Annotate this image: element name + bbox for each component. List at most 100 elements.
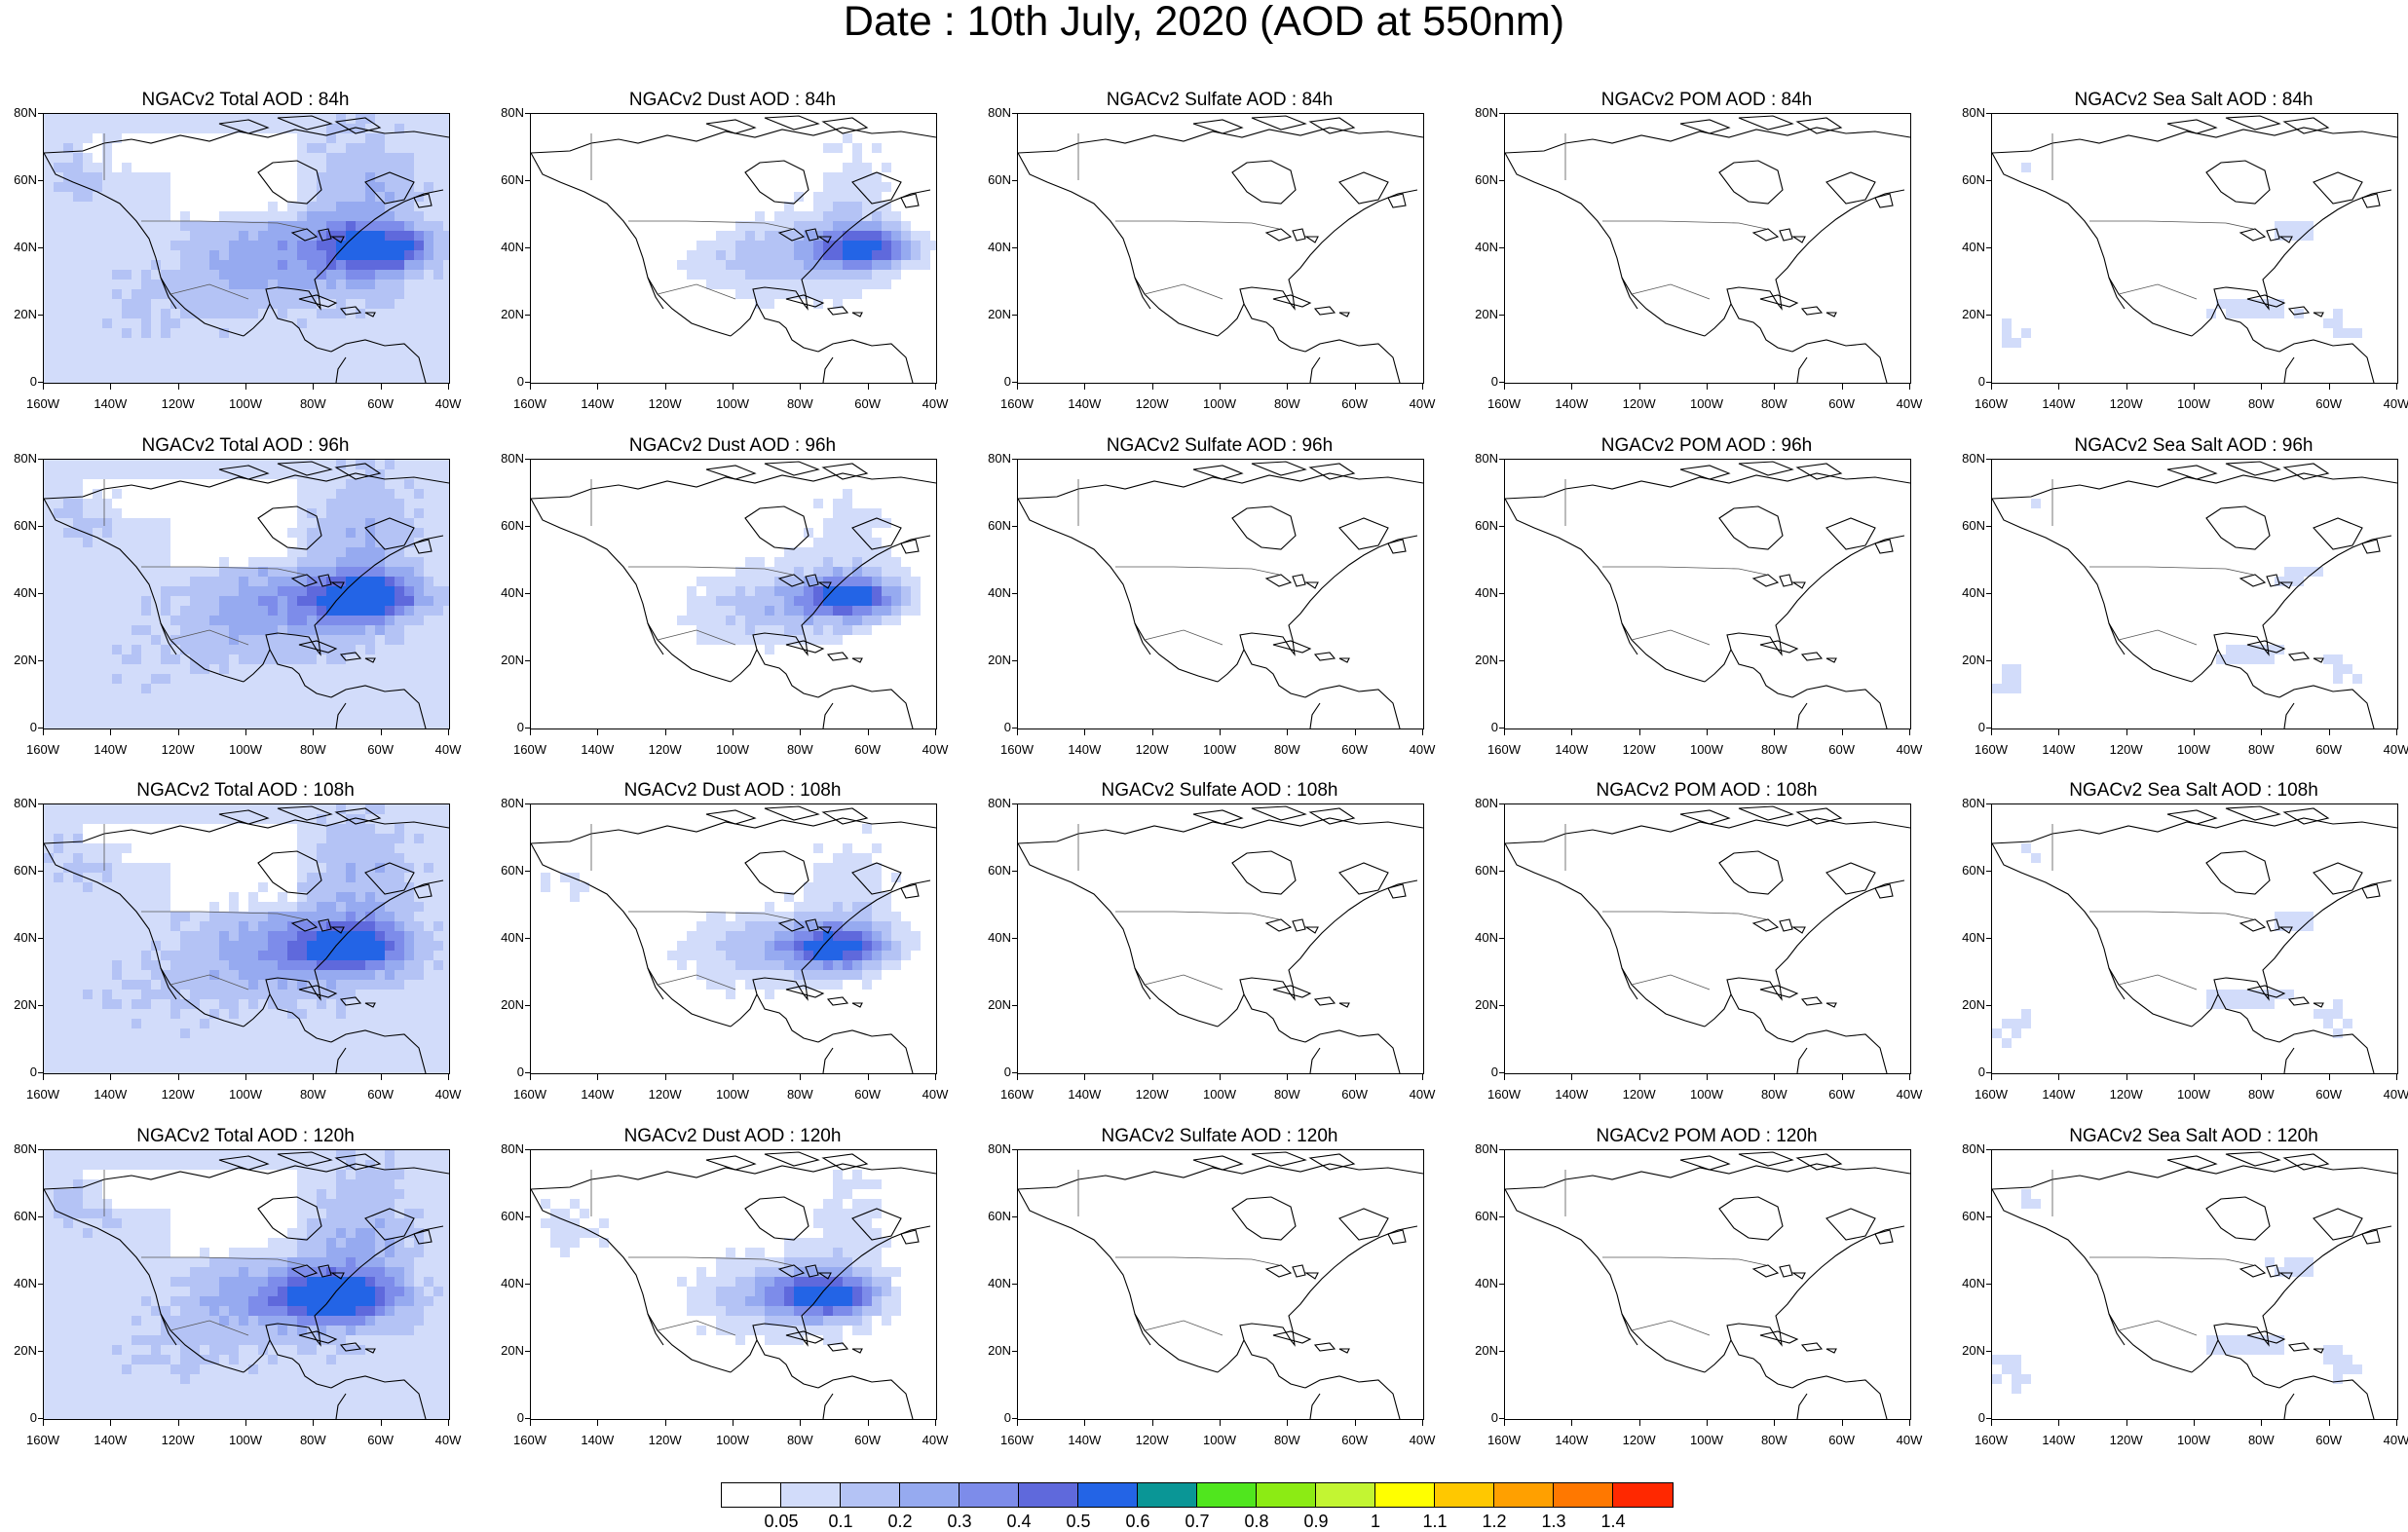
aod-cell bbox=[73, 192, 83, 202]
aod-cell bbox=[297, 538, 307, 547]
aod-cell bbox=[44, 1058, 54, 1067]
aod-cell bbox=[180, 241, 190, 250]
aod-cell bbox=[336, 567, 346, 577]
aod-cell bbox=[404, 1179, 414, 1189]
aod-cell bbox=[696, 960, 706, 970]
aod-cell bbox=[745, 625, 755, 635]
aod-cell bbox=[375, 241, 385, 250]
aod-cell bbox=[93, 499, 102, 508]
aod-cell bbox=[54, 873, 63, 882]
aod-cell bbox=[239, 951, 248, 960]
aod-cell bbox=[443, 1218, 449, 1228]
aod-cell bbox=[63, 814, 73, 824]
aod-cell bbox=[443, 713, 449, 723]
aod-cell bbox=[239, 645, 248, 654]
aod-cell bbox=[287, 1228, 297, 1238]
aod-cell bbox=[44, 1160, 54, 1170]
aod-cell bbox=[843, 625, 852, 635]
aod-cell bbox=[307, 902, 317, 912]
aod-cell bbox=[765, 960, 774, 970]
aod-cell bbox=[248, 1058, 258, 1067]
aod-cell bbox=[209, 941, 219, 951]
aod-cell bbox=[161, 902, 170, 912]
aod-cell bbox=[706, 260, 716, 270]
aod-cell bbox=[433, 289, 443, 299]
aod-cell bbox=[268, 713, 278, 723]
aod-cell bbox=[102, 577, 112, 586]
y-tick bbox=[525, 459, 531, 460]
aod-cell bbox=[336, 834, 346, 843]
map-area bbox=[1017, 803, 1424, 1074]
aod-cell bbox=[365, 367, 375, 377]
aod-cell bbox=[93, 367, 102, 377]
aod-cell bbox=[404, 460, 414, 469]
aod-cell bbox=[102, 508, 112, 518]
coastline bbox=[1310, 357, 1320, 383]
aod-cell bbox=[317, 309, 326, 318]
aod-cell bbox=[141, 1218, 151, 1228]
aod-cell bbox=[794, 211, 804, 221]
aod-cell bbox=[297, 586, 307, 596]
aod-cell bbox=[63, 1228, 73, 1238]
aod-cell bbox=[716, 931, 726, 941]
aod-cell bbox=[687, 260, 696, 270]
aod-cell bbox=[414, 951, 424, 960]
aod-cell bbox=[356, 912, 365, 921]
aod-cell bbox=[326, 163, 336, 172]
aod-cell bbox=[73, 824, 83, 834]
aod-cell bbox=[248, 586, 258, 596]
aod-cell bbox=[54, 289, 63, 299]
aod-cell bbox=[219, 921, 229, 931]
aod-cell bbox=[122, 469, 132, 479]
aod-cell bbox=[326, 1019, 336, 1028]
x-tick bbox=[245, 729, 246, 735]
aod-cell bbox=[161, 814, 170, 824]
aod-cell bbox=[219, 299, 229, 309]
aod-cell bbox=[83, 114, 93, 124]
aod-cell bbox=[93, 606, 102, 616]
aod-cell bbox=[2031, 853, 2041, 863]
aod-cell bbox=[687, 606, 696, 616]
aod-cell bbox=[404, 1150, 414, 1160]
aod-cell bbox=[716, 625, 726, 635]
aod-cell bbox=[93, 202, 102, 211]
aod-cell bbox=[132, 1028, 141, 1038]
aod-cell bbox=[365, 980, 375, 990]
aod-cell bbox=[404, 616, 414, 625]
aod-cell bbox=[346, 834, 356, 843]
aod-cell bbox=[843, 853, 852, 863]
aod-cell bbox=[258, 557, 268, 567]
aod-cell bbox=[141, 124, 151, 133]
x-tick bbox=[2396, 729, 2397, 735]
aod-cell bbox=[287, 1248, 297, 1257]
aod-cell bbox=[161, 328, 170, 338]
aod-cell bbox=[287, 1238, 297, 1248]
aod-cell bbox=[307, 951, 317, 960]
aod-cell bbox=[112, 547, 122, 557]
aod-cell bbox=[93, 1150, 102, 1160]
aod-cell bbox=[258, 460, 268, 469]
aod-cell bbox=[229, 1028, 239, 1038]
aod-cell bbox=[132, 713, 141, 723]
aod-cell bbox=[44, 280, 54, 289]
aod-cell bbox=[239, 684, 248, 693]
aod-cell bbox=[346, 941, 356, 951]
aod-cell bbox=[63, 1067, 73, 1073]
aod-cell bbox=[54, 586, 63, 596]
aod-cell bbox=[54, 853, 63, 863]
aod-cell bbox=[278, 703, 287, 713]
coastline bbox=[1797, 703, 1807, 729]
map-area bbox=[43, 459, 450, 729]
aod-cell bbox=[83, 1048, 93, 1058]
aod-cell bbox=[872, 960, 882, 970]
aod-cell bbox=[395, 557, 404, 567]
aod-cell bbox=[443, 538, 449, 547]
aod-cell bbox=[54, 625, 63, 635]
aod-cell bbox=[54, 912, 63, 921]
aod-cell bbox=[404, 1028, 414, 1038]
x-tick bbox=[1287, 1074, 1288, 1080]
aod-cell bbox=[73, 221, 83, 231]
aod-cell bbox=[112, 260, 122, 270]
x-tick-label: 80W bbox=[1750, 1088, 1798, 1102]
aod-cell bbox=[317, 328, 326, 338]
